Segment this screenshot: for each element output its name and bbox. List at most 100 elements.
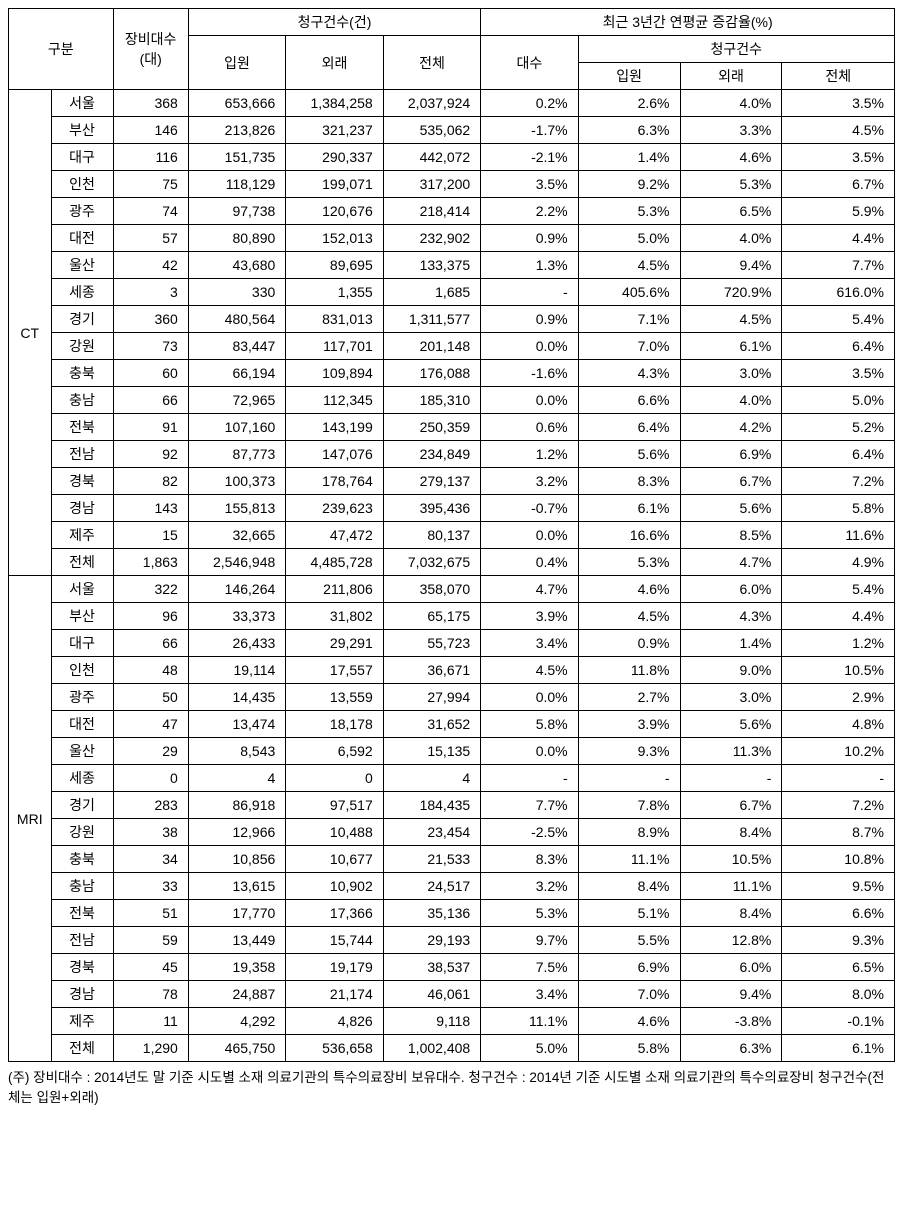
cell-growth-in: 6.4% <box>578 414 680 441</box>
cell-growth-total: 5.8% <box>782 495 895 522</box>
cell-out: 18,178 <box>286 711 383 738</box>
table-row: 부산9633,37331,80265,1753.9%4.5%4.3%4.4% <box>9 603 895 630</box>
cell-growth-in: 1.4% <box>578 144 680 171</box>
cell-region: 대구 <box>51 630 113 657</box>
cell-region: 서울 <box>51 90 113 117</box>
cell-growth-equip: -2.1% <box>481 144 578 171</box>
table-row: 세종33301,3551,685-405.6%720.9%616.0% <box>9 279 895 306</box>
cell-in: 653,666 <box>188 90 285 117</box>
cell-growth-in: 9.3% <box>578 738 680 765</box>
table-row: 경남143155,813239,623395,436-0.7%6.1%5.6%5… <box>9 495 895 522</box>
cell-equip: 29 <box>113 738 188 765</box>
cell-region: 경남 <box>51 495 113 522</box>
cell-region: 충북 <box>51 360 113 387</box>
cell-equip: 283 <box>113 792 188 819</box>
cell-growth-in: 8.4% <box>578 873 680 900</box>
cell-growth-equip: 1.2% <box>481 441 578 468</box>
cell-growth-in: 6.6% <box>578 387 680 414</box>
cell-growth-in: 4.6% <box>578 576 680 603</box>
cell-region: 강원 <box>51 333 113 360</box>
cell-region: 전북 <box>51 900 113 927</box>
cell-equip: 78 <box>113 981 188 1008</box>
cell-growth-out: 12.8% <box>680 927 782 954</box>
cell-growth-in: 4.5% <box>578 252 680 279</box>
cell-out: 31,802 <box>286 603 383 630</box>
cell-total: 250,359 <box>383 414 480 441</box>
cell-growth-total: 8.7% <box>782 819 895 846</box>
cell-growth-out: 11.1% <box>680 873 782 900</box>
cell-out: 29,291 <box>286 630 383 657</box>
cell-growth-out: 6.0% <box>680 954 782 981</box>
cell-equip: 73 <box>113 333 188 360</box>
cell-region: 광주 <box>51 198 113 225</box>
cell-out: 97,517 <box>286 792 383 819</box>
cell-equip: 42 <box>113 252 188 279</box>
cell-growth-total: 9.3% <box>782 927 895 954</box>
cell-growth-in: 2.6% <box>578 90 680 117</box>
cell-total: 31,652 <box>383 711 480 738</box>
cell-total: 35,136 <box>383 900 480 927</box>
cell-total: 80,137 <box>383 522 480 549</box>
cell-growth-in: 7.8% <box>578 792 680 819</box>
group-label: CT <box>9 90 52 576</box>
cell-growth-equip: 2.2% <box>481 198 578 225</box>
cell-growth-in: 8.3% <box>578 468 680 495</box>
cell-growth-out: 11.3% <box>680 738 782 765</box>
cell-growth-total: 7.2% <box>782 792 895 819</box>
cell-total: 184,435 <box>383 792 480 819</box>
cell-total: 201,148 <box>383 333 480 360</box>
cell-growth-out: 4.3% <box>680 603 782 630</box>
header-g-equip: 대수 <box>481 36 578 90</box>
cell-growth-out: 4.0% <box>680 225 782 252</box>
cell-growth-in: 9.2% <box>578 171 680 198</box>
table-row: CT서울368653,6661,384,2582,037,9240.2%2.6%… <box>9 90 895 117</box>
cell-growth-in: 16.6% <box>578 522 680 549</box>
cell-region: 전남 <box>51 441 113 468</box>
cell-growth-out: 720.9% <box>680 279 782 306</box>
cell-total: 133,375 <box>383 252 480 279</box>
cell-growth-total: 10.2% <box>782 738 895 765</box>
cell-region: 대구 <box>51 144 113 171</box>
cell-growth-equip: 0.2% <box>481 90 578 117</box>
cell-region: 인천 <box>51 171 113 198</box>
cell-out: 15,744 <box>286 927 383 954</box>
cell-growth-total: 4.5% <box>782 117 895 144</box>
cell-out: 89,695 <box>286 252 383 279</box>
cell-growth-equip: 7.5% <box>481 954 578 981</box>
cell-total: 4 <box>383 765 480 792</box>
cell-out: 147,076 <box>286 441 383 468</box>
cell-out: 17,366 <box>286 900 383 927</box>
cell-growth-in: 7.1% <box>578 306 680 333</box>
cell-growth-in: 5.0% <box>578 225 680 252</box>
cell-equip: 33 <box>113 873 188 900</box>
cell-out: 6,592 <box>286 738 383 765</box>
cell-growth-total: 3.5% <box>782 360 895 387</box>
cell-in: 26,433 <box>188 630 285 657</box>
cell-equip: 322 <box>113 576 188 603</box>
header-equip: 장비대수 (대) <box>113 9 188 90</box>
cell-in: 12,966 <box>188 819 285 846</box>
table-row: 대구116151,735290,337442,072-2.1%1.4%4.6%3… <box>9 144 895 171</box>
cell-equip: 146 <box>113 117 188 144</box>
cell-out: 152,013 <box>286 225 383 252</box>
cell-growth-total: 9.5% <box>782 873 895 900</box>
cell-out: 10,902 <box>286 873 383 900</box>
cell-total: 9,118 <box>383 1008 480 1035</box>
cell-in: 213,826 <box>188 117 285 144</box>
cell-growth-equip: 11.1% <box>481 1008 578 1035</box>
cell-region: 인천 <box>51 657 113 684</box>
table-row: 울산298,5436,59215,1350.0%9.3%11.3%10.2% <box>9 738 895 765</box>
cell-growth-total: 5.9% <box>782 198 895 225</box>
cell-growth-in: 4.5% <box>578 603 680 630</box>
cell-region: 제주 <box>51 1008 113 1035</box>
cell-in: 19,114 <box>188 657 285 684</box>
table-row: 충북3410,85610,67721,5338.3%11.1%10.5%10.8… <box>9 846 895 873</box>
table-row: 전북5117,77017,36635,1365.3%5.1%8.4%6.6% <box>9 900 895 927</box>
cell-equip: 91 <box>113 414 188 441</box>
cell-growth-total: 11.6% <box>782 522 895 549</box>
cell-equip: 360 <box>113 306 188 333</box>
cell-region: 세종 <box>51 765 113 792</box>
cell-total: 1,685 <box>383 279 480 306</box>
cell-out: 831,013 <box>286 306 383 333</box>
cell-region: 대전 <box>51 225 113 252</box>
